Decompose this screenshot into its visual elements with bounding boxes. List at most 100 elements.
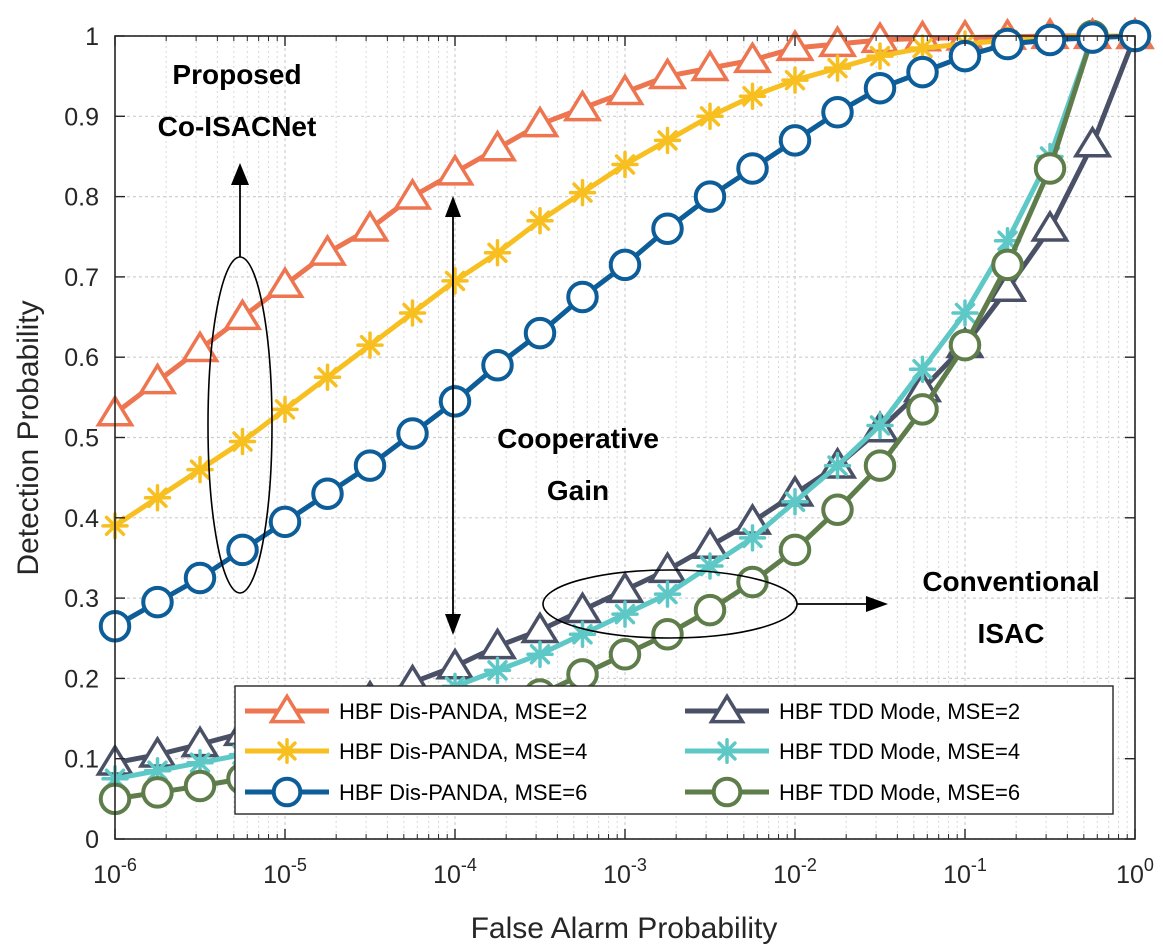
marker-stroke: [444, 270, 466, 292]
series-marker: [823, 451, 852, 480]
series-marker: [477, 129, 518, 162]
legend: HBF Dis-PANDA, MSE=2 HBF Dis-PANDA, MSE=4…: [234, 685, 1114, 815]
legend-item: HBF TDD Mode, MSE=4: [685, 738, 1020, 764]
series-marker: [608, 638, 642, 671]
marker-stroke: [189, 752, 211, 773]
series-marker: [1076, 21, 1109, 54]
series-marker: [732, 40, 773, 74]
series-marker: [186, 455, 214, 484]
marker-stroke: [869, 45, 891, 67]
series-marker: [562, 89, 603, 122]
series-marker: [392, 177, 433, 210]
series-marker: [483, 239, 512, 267]
series-marker: [1033, 152, 1067, 185]
x-axis-label: False Alarm Probability: [471, 912, 778, 945]
series-marker: [708, 692, 746, 724]
series-marker: [866, 411, 894, 440]
marker-stroke: [912, 359, 933, 380]
annotation-proposed-line2: Co-ISACNet: [158, 111, 317, 142]
series-marker: [350, 209, 390, 242]
y-tick-label: 0.9: [64, 103, 99, 131]
series-marker: [821, 493, 854, 527]
series-marker: [183, 561, 217, 595]
series-marker: [653, 580, 682, 608]
series-marker: [438, 385, 472, 418]
marker-stroke: [912, 37, 933, 59]
series-marker: [778, 533, 812, 567]
y-tick-label: 0.5: [64, 425, 99, 453]
axis-ticks: 10-6 10-5 10-4 10-3 10-2 10-1 10000.10.20.30.4…: [64, 23, 1154, 889]
annotation-conventional-line2: ISAC: [978, 618, 1045, 649]
series-marker: [821, 96, 854, 129]
series-marker: [566, 280, 599, 314]
series-marker: [568, 178, 597, 207]
legend-item: HBF TDD Mode, MSE=6: [685, 776, 1020, 808]
legend-label: HBF Dis-PANDA, MSE=4: [339, 739, 587, 764]
y-tick-label: 0.4: [64, 505, 99, 533]
series-marker: [228, 427, 257, 456]
legend-label: HBF Dis-PANDA, MSE=2: [339, 699, 587, 724]
legend-item: HBF Dis-PANDA, MSE=6: [245, 776, 587, 808]
series-marker: [520, 105, 560, 138]
marker-stroke: [784, 491, 806, 512]
series-marker: [781, 487, 809, 516]
marker-stroke: [487, 242, 508, 264]
marker-stroke: [657, 130, 678, 151]
series-marker: [866, 42, 894, 70]
series-marker: [268, 505, 302, 539]
series-marker: [141, 776, 174, 809]
gain-arrow-head-up: [445, 196, 461, 217]
legend-item: HBF Dis-PANDA, MSE=2: [245, 692, 587, 724]
marker-stroke: [614, 154, 636, 175]
gain-arrow-head-down: [445, 614, 461, 635]
proposed-arrow-head: [231, 163, 249, 185]
series-marker: [647, 57, 688, 90]
series-marker: [523, 316, 557, 350]
series-marker: [180, 330, 220, 363]
marker-stroke: [699, 106, 721, 127]
marker-stroke: [717, 741, 737, 761]
series-marker: [908, 355, 937, 383]
series-marker: [714, 738, 740, 764]
series-marker: [526, 640, 554, 669]
marker-stroke: [147, 487, 168, 508]
marker-stroke: [827, 455, 848, 476]
series-marker: [693, 593, 727, 627]
series-marker: [526, 206, 554, 235]
y-tick-label: 0.3: [64, 585, 99, 613]
conventional-arrow-head: [866, 596, 888, 612]
series-marker: [483, 656, 512, 685]
series-marker: [948, 39, 982, 73]
series-marker: [141, 585, 174, 619]
y-tick-label: 0.2: [64, 665, 99, 693]
series-marker: [271, 776, 303, 808]
legend-box: [234, 685, 1114, 815]
y-tick-label: 0.7: [64, 264, 99, 292]
annotation-conventional-line1: Conventional: [922, 566, 1099, 597]
series-marker: [143, 483, 172, 512]
series-marker: [398, 299, 427, 327]
series-marker: [948, 328, 982, 362]
series-marker: [906, 55, 939, 89]
series-marker: [274, 738, 300, 764]
series-marker: [863, 449, 897, 482]
series-marker: [226, 533, 259, 567]
marker-stroke: [954, 302, 976, 324]
series-marker: [738, 524, 767, 552]
legend-label: HBF TDD Mode, MSE=4: [779, 739, 1020, 764]
annotation-gain-line2: Gain: [547, 475, 609, 506]
marker-stroke: [359, 334, 381, 356]
series-marker: [693, 180, 727, 213]
series-marker: [611, 150, 639, 179]
series-marker: [605, 73, 645, 106]
marker-stroke: [614, 603, 636, 625]
series-marker: [738, 82, 767, 110]
marker-stroke: [827, 57, 848, 79]
series-marker: [987, 269, 1028, 303]
series-marker: [353, 449, 387, 482]
y-tick-label: 0: [85, 826, 99, 854]
marker-stroke: [529, 644, 551, 665]
series-3: [98, 19, 1152, 643]
marker-stroke: [997, 230, 1018, 252]
